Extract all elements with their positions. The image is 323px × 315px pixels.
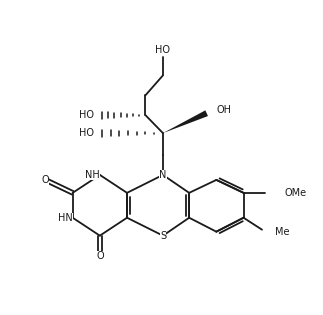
Polygon shape bbox=[163, 110, 208, 133]
Text: OMe: OMe bbox=[284, 188, 307, 198]
Text: HO: HO bbox=[155, 45, 171, 55]
Text: OH: OH bbox=[216, 105, 231, 115]
Text: HO: HO bbox=[79, 128, 94, 138]
Text: NH: NH bbox=[85, 170, 100, 180]
Text: HN: HN bbox=[58, 213, 73, 223]
Text: Me: Me bbox=[275, 227, 289, 237]
Text: O: O bbox=[42, 175, 49, 185]
Text: HO: HO bbox=[79, 110, 94, 120]
Text: O: O bbox=[96, 250, 104, 261]
Text: N: N bbox=[159, 170, 167, 180]
Text: S: S bbox=[160, 231, 166, 241]
